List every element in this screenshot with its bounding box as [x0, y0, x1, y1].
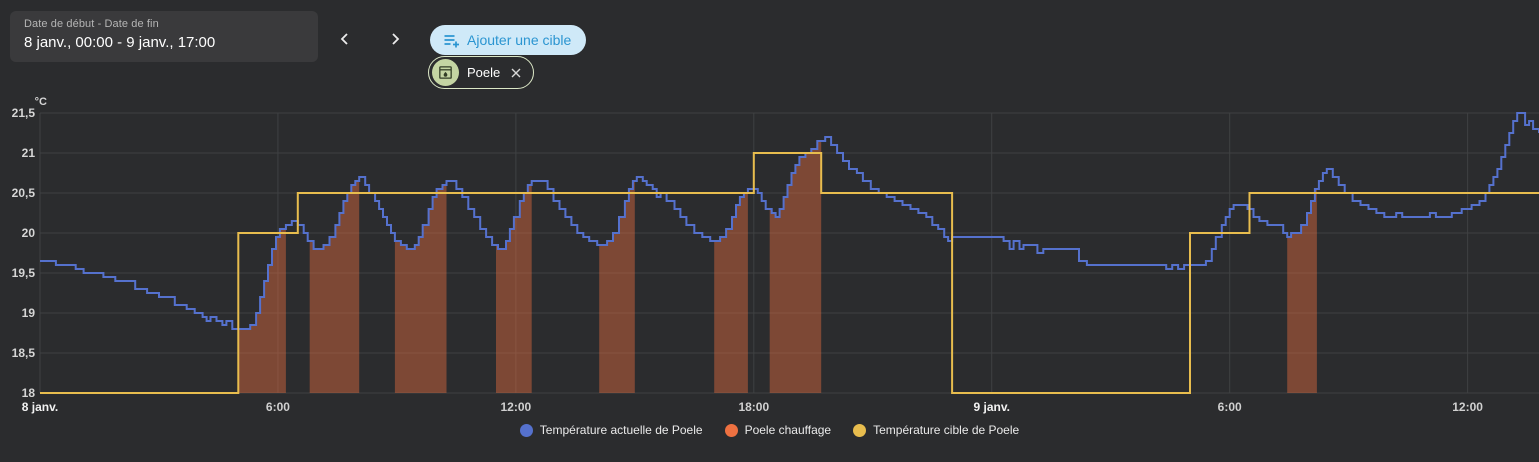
heating-area: [769, 141, 822, 393]
device-chip-label: Poele: [467, 65, 501, 80]
date-range-field[interactable]: Date de début - Date de fin 8 janv., 00:…: [10, 11, 318, 62]
chevron-right-icon: [387, 31, 403, 50]
chart-plot-area[interactable]: [0, 95, 1539, 420]
x-axis-tick-label: 18:00: [738, 400, 770, 414]
actual-temperature-line: [40, 112, 1539, 330]
y-axis-tick-label: 18,5: [11, 346, 35, 360]
y-axis-tick-label: 20: [21, 226, 35, 240]
x-axis-tick-label: 8 janv.: [21, 400, 59, 414]
next-period-button[interactable]: [382, 27, 408, 53]
y-axis-tick-label: 20,5: [11, 186, 35, 200]
add-target-button[interactable]: Ajouter une cible: [430, 25, 587, 55]
x-axis-tick-label: 12:00: [1452, 400, 1483, 414]
chevron-left-icon: [337, 31, 353, 50]
heating-area: [394, 185, 447, 393]
legend-dot-icon: [519, 423, 533, 437]
legend-item[interactable]: Température actuelle de Poele: [519, 423, 703, 437]
legend-label: Température actuelle de Poele: [539, 423, 703, 437]
x-axis-tick-label: 6:00: [265, 400, 290, 414]
add-target-label: Ajouter une cible: [467, 32, 572, 48]
chip-close-icon[interactable]: [509, 66, 523, 80]
heating-area: [238, 229, 286, 393]
heating-area: [1287, 189, 1317, 393]
previous-period-button[interactable]: [332, 27, 358, 53]
y-axis-tick-label: 21: [21, 146, 35, 160]
heating-area: [599, 181, 635, 393]
x-axis-tick-label: 9 janv.: [973, 400, 1010, 414]
y-axis-tick-label: 19: [21, 306, 35, 320]
legend-label: Température cible de Poele: [873, 423, 1020, 437]
legend-item[interactable]: Poele chauffage: [724, 423, 832, 437]
date-range-value: 8 janv., 00:00 - 9 janv., 17:00: [24, 34, 216, 51]
legend-dot-icon: [724, 423, 738, 437]
legend-dot-icon: [853, 423, 867, 437]
temperature-chart[interactable]: °C 21,5 21 20,5 20 19,5 19 18,5 18 8 janv. 6:00 12:…: [0, 95, 1539, 420]
heating-area: [309, 181, 360, 393]
x-axis-tick-label: 6:00: [1217, 400, 1242, 414]
playlist-add-icon: [442, 31, 460, 49]
heating-area: [496, 185, 532, 393]
legend-label: Poele chauffage: [744, 423, 832, 437]
date-range-label: Date de début - Date de fin: [24, 18, 159, 30]
y-axis-tick-label: 18: [21, 386, 35, 400]
fireplace-icon: [432, 59, 459, 86]
device-chip-poele[interactable]: Poele: [428, 56, 535, 89]
chart-legend: Température actuelle de Poele Poele chauf…: [0, 423, 1539, 437]
target-temperature-line: [40, 152, 1539, 394]
y-axis-tick-label: 21,5: [11, 106, 35, 120]
y-axis-unit: °C: [34, 96, 47, 108]
heating-area: [714, 193, 748, 393]
legend-item[interactable]: Température cible de Poele: [853, 423, 1019, 437]
x-axis-tick-label: 12:00: [500, 400, 532, 414]
y-axis-tick-label: 19,5: [11, 266, 35, 280]
